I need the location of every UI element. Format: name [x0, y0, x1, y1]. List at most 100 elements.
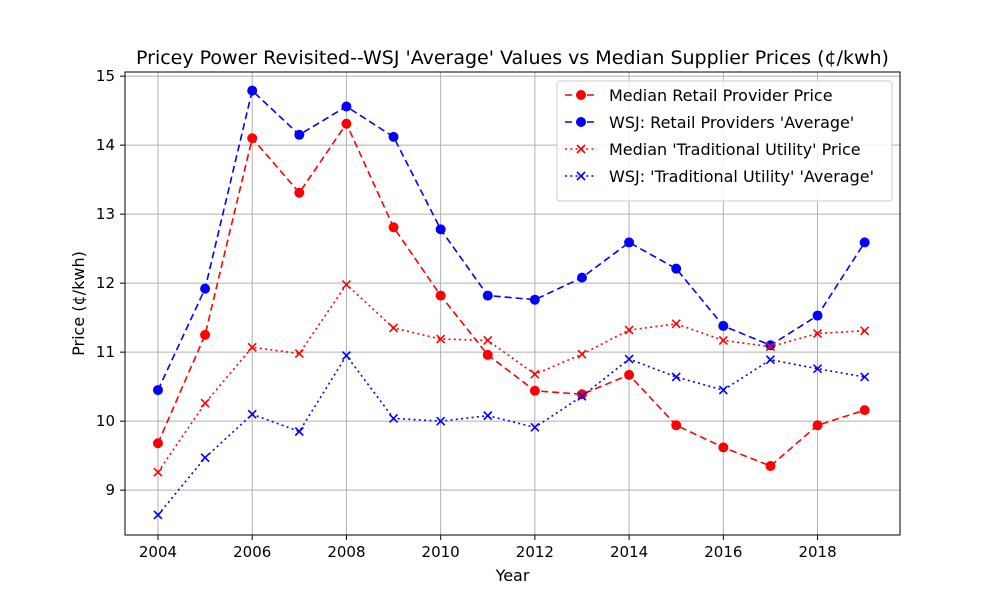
data-point-marker [200, 283, 211, 294]
data-point-marker [718, 335, 728, 345]
data-point-marker [765, 355, 776, 365]
data-point-marker [812, 364, 823, 374]
series-2 [152, 85, 870, 396]
data-point-marker [860, 326, 870, 336]
series-1 [152, 118, 870, 471]
data-point-marker [576, 90, 586, 100]
x-tick-label: 2010 [422, 543, 460, 561]
data-point-marker [812, 420, 823, 431]
data-point-marker [153, 510, 163, 520]
y-tick-label: 10 [96, 412, 115, 430]
data-point-marker [718, 320, 729, 331]
data-point-marker [483, 411, 493, 421]
data-point-marker [200, 329, 211, 340]
data-point-marker [294, 348, 304, 359]
data-point-marker [576, 144, 586, 154]
data-point-marker [624, 369, 635, 380]
data-point-marker [859, 237, 870, 248]
data-point-marker [529, 385, 540, 396]
data-point-marker [765, 342, 776, 352]
data-point-marker [200, 398, 210, 408]
data-point-marker [483, 335, 493, 345]
legend-label: WSJ: Retail Providers 'Average' [609, 113, 854, 132]
axis-ticks: 2004 2006 2008 2010 2012 2014 2016 2018 9 10 11 12 1… [96, 67, 837, 561]
series-line [157, 283, 865, 473]
data-point-marker [671, 319, 681, 329]
data-point-marker [294, 187, 305, 198]
data-point-marker [765, 340, 776, 351]
data-point-marker [482, 349, 493, 360]
data-point-marker [859, 405, 870, 416]
legend-entry: WSJ: 'Traditional Utility' 'Average' [565, 167, 874, 186]
series-line [157, 89, 866, 391]
y-tick-label: 15 [96, 67, 115, 85]
data-point-marker [152, 385, 163, 396]
plot-frame [124, 71, 901, 536]
data-point-marker [436, 334, 446, 344]
data-point-marker [247, 342, 257, 352]
y-axis-title: Price (¢/kwh) [69, 251, 88, 356]
series-line [157, 354, 865, 516]
legend-entry: Median Retail Provider Price [565, 86, 833, 105]
data-point-marker [294, 129, 305, 140]
legend-box [556, 80, 893, 202]
data-point-marker [577, 391, 587, 401]
data-point-marker [860, 372, 870, 382]
data-point-marker [200, 453, 210, 463]
data-point-marker [812, 328, 823, 339]
data-point-marker [435, 224, 446, 235]
legend-label: Median 'Traditional Utility' Price [609, 140, 861, 159]
data-point-marker [388, 131, 399, 142]
data-point-marker [153, 467, 163, 477]
data-point-marker [247, 133, 258, 144]
y-tick-label: 12 [96, 274, 115, 292]
y-tick-label: 9 [105, 481, 115, 499]
data-point-marker [435, 290, 446, 301]
legend-entry: Median 'Traditional Utility' Price [565, 140, 861, 159]
series-line [157, 122, 865, 467]
x-tick-label: 2006 [233, 543, 271, 561]
data-point-marker [718, 385, 728, 395]
x-axis-title: Year [495, 566, 530, 585]
data-point-marker [341, 101, 352, 112]
data-point-marker [247, 85, 258, 96]
legend-label: WSJ: 'Traditional Utility' 'Average' [609, 167, 874, 186]
legend-entry: WSJ: Retail Providers 'Average' [565, 113, 854, 132]
x-tick-label: 2018 [798, 543, 836, 561]
data-point-marker [341, 279, 351, 290]
x-tick-label: 2008 [327, 543, 365, 561]
data-point-marker [624, 325, 634, 335]
series-3 [153, 279, 870, 477]
data-point-marker [341, 118, 352, 129]
series-layer [152, 85, 870, 520]
data-point-marker [388, 222, 399, 233]
data-point-marker [576, 389, 587, 400]
data-point-marker [671, 420, 682, 431]
series-4 [153, 351, 870, 520]
y-tick-label: 14 [96, 136, 115, 154]
data-point-marker [671, 372, 681, 382]
x-tick-label: 2014 [610, 543, 648, 561]
data-point-marker [624, 237, 635, 248]
data-point-marker [576, 117, 586, 127]
x-tick-label: 2004 [139, 543, 177, 561]
data-point-marker [812, 310, 823, 321]
data-point-marker [388, 413, 399, 423]
data-point-marker [576, 272, 587, 283]
data-point-marker [388, 323, 399, 333]
data-point-marker [529, 294, 540, 305]
data-point-marker [671, 263, 682, 274]
data-point-marker [152, 438, 163, 449]
data-point-marker [482, 290, 493, 301]
data-point-marker [341, 351, 351, 361]
x-tick-label: 2016 [704, 543, 742, 561]
data-point-marker [247, 409, 257, 419]
data-point-marker [577, 349, 587, 359]
data-point-marker [718, 442, 729, 453]
legend-label: Median Retail Provider Price [609, 86, 833, 105]
data-point-marker [576, 171, 586, 181]
data-point-marker [624, 354, 634, 364]
x-tick-label: 2012 [516, 543, 554, 561]
